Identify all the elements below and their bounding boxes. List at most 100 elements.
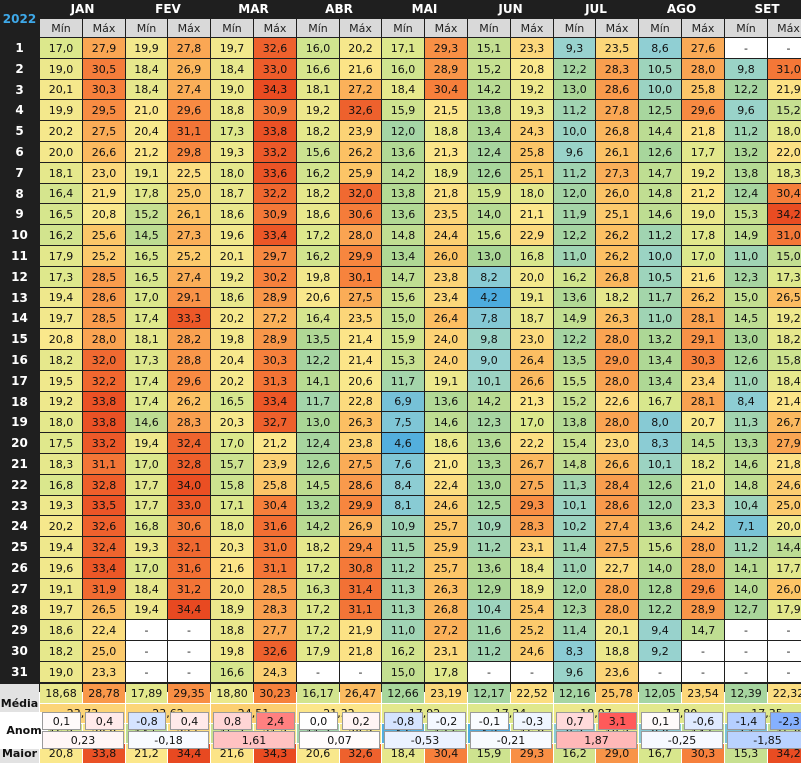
- day-label: 31: [0, 662, 39, 682]
- temp-cell: 26,4: [511, 350, 553, 370]
- temp-cell: 27,7: [254, 620, 296, 640]
- temp-cell: 34,3: [254, 80, 296, 99]
- temp-cell: 30,4: [425, 80, 467, 99]
- day-label: 13: [0, 288, 39, 307]
- anom-cell: 0,4: [170, 712, 209, 730]
- temp-cell: 22,7: [596, 558, 638, 578]
- temp-cell: 20,8: [40, 329, 82, 349]
- temp-cell: 18,1: [126, 329, 167, 349]
- month-header: ABR: [297, 0, 381, 18]
- max-subheader: Máx: [425, 19, 467, 37]
- temp-cell: 19,2: [768, 308, 801, 328]
- temp-cell: -: [725, 641, 767, 661]
- min-subheader: Mín: [297, 19, 339, 37]
- temp-cell: 30,3: [254, 350, 296, 370]
- anom-avg-cell: 1,61: [213, 731, 295, 749]
- min-subheader: Mín: [468, 19, 510, 37]
- media-cell: 12,39: [725, 684, 767, 703]
- temp-cell: 19,2: [682, 163, 724, 183]
- temp-cell: 10,0: [639, 80, 681, 99]
- temp-cell: -: [725, 662, 767, 682]
- temp-cell: 11,2: [468, 641, 510, 661]
- temp-cell: 17,4: [126, 308, 167, 328]
- temp-cell: 23,3: [511, 38, 553, 58]
- temp-cell: 14,7: [639, 163, 681, 183]
- temp-cell: 31,1: [340, 600, 381, 619]
- temp-cell: 12,4: [468, 142, 510, 162]
- temp-cell: 11,2: [382, 558, 424, 578]
- temp-cell: 28,9: [254, 329, 296, 349]
- temp-cell: 11,4: [554, 620, 595, 640]
- min-subheader: Mín: [725, 19, 767, 37]
- temp-cell: 33,4: [83, 558, 125, 578]
- temp-cell: 15,0: [768, 246, 801, 266]
- temp-cell: 19,4: [126, 433, 167, 453]
- temp-cell: 20,1: [40, 80, 82, 99]
- temp-cell: 13,6: [468, 433, 510, 453]
- temp-cell: 9,6: [554, 142, 595, 162]
- temp-cell: 27,5: [340, 454, 381, 474]
- temp-cell: 17,4: [126, 371, 167, 391]
- temp-cell: 28,2: [168, 329, 210, 349]
- max-subheader: Máx: [168, 19, 210, 37]
- month-header: FEV: [126, 0, 210, 18]
- temp-cell: 19,0: [682, 204, 724, 224]
- temp-cell: 25,1: [596, 204, 638, 224]
- temp-cell: 14,6: [639, 204, 681, 224]
- temp-cell: 13,8: [468, 100, 510, 120]
- temp-cell: 14,7: [682, 620, 724, 640]
- temp-cell: 30,4: [254, 496, 296, 515]
- temp-cell: 32,7: [254, 412, 296, 432]
- day-label: 25: [0, 537, 39, 557]
- temp-cell: 13,2: [725, 142, 767, 162]
- temp-cell: 17,3: [768, 267, 801, 287]
- temp-cell: 23,3: [83, 662, 125, 682]
- temp-cell: 25,9: [340, 163, 381, 183]
- temp-cell: 14,9: [554, 308, 595, 328]
- temp-cell: 18,1: [40, 163, 82, 183]
- max-subheader: Máx: [596, 19, 638, 37]
- temp-cell: 17,2: [297, 558, 339, 578]
- temp-cell: 31,1: [168, 121, 210, 141]
- temp-cell: 12,6: [639, 142, 681, 162]
- temp-cell: 27,6: [682, 38, 724, 58]
- temp-cell: 11,0: [639, 308, 681, 328]
- temp-cell: 19,8: [297, 267, 339, 287]
- anom-cell: 3,1: [598, 712, 637, 730]
- temp-cell: 30,3: [682, 350, 724, 370]
- temp-cell: 19,3: [40, 496, 82, 515]
- temp-cell: 11,9: [554, 204, 595, 224]
- temp-cell: 14,6: [126, 412, 167, 432]
- temp-cell: 25,1: [511, 163, 553, 183]
- temp-cell: 33,5: [83, 496, 125, 515]
- temp-cell: 28,0: [682, 537, 724, 557]
- day-label: 28: [0, 600, 39, 619]
- temp-cell: 23,5: [425, 204, 467, 224]
- temp-cell: 12,9: [468, 579, 510, 599]
- temp-cell: 17,8: [682, 225, 724, 245]
- temp-cell: 17,8: [126, 184, 167, 203]
- temp-cell: 26,3: [340, 412, 381, 432]
- temp-cell: 17,0: [126, 288, 167, 307]
- temp-cell: 26,8: [596, 267, 638, 287]
- temp-cell: 27,5: [596, 537, 638, 557]
- temp-cell: 11,6: [468, 620, 510, 640]
- temp-cell: 14,6: [425, 412, 467, 432]
- temp-cell: 33,6: [254, 163, 296, 183]
- temp-cell: 21,6: [340, 59, 381, 79]
- temp-cell: 11,2: [725, 121, 767, 141]
- day-label: 7: [0, 163, 39, 183]
- media-cell: 22,32: [768, 684, 801, 703]
- month-header: AGO: [639, 0, 724, 18]
- temp-cell: 29,6: [168, 371, 210, 391]
- temp-cell: 11,3: [554, 475, 595, 495]
- temp-cell: 16,6: [297, 59, 339, 79]
- temp-cell: 18,8: [211, 620, 253, 640]
- temp-cell: 13,0: [725, 329, 767, 349]
- temp-cell: 31,3: [254, 371, 296, 391]
- temp-cell: 29,4: [340, 537, 381, 557]
- temp-cell: 32,1: [168, 537, 210, 557]
- temp-cell: 19,2: [511, 80, 553, 99]
- temp-cell: 15,6: [382, 288, 424, 307]
- anom-cell: 0,1: [42, 712, 81, 730]
